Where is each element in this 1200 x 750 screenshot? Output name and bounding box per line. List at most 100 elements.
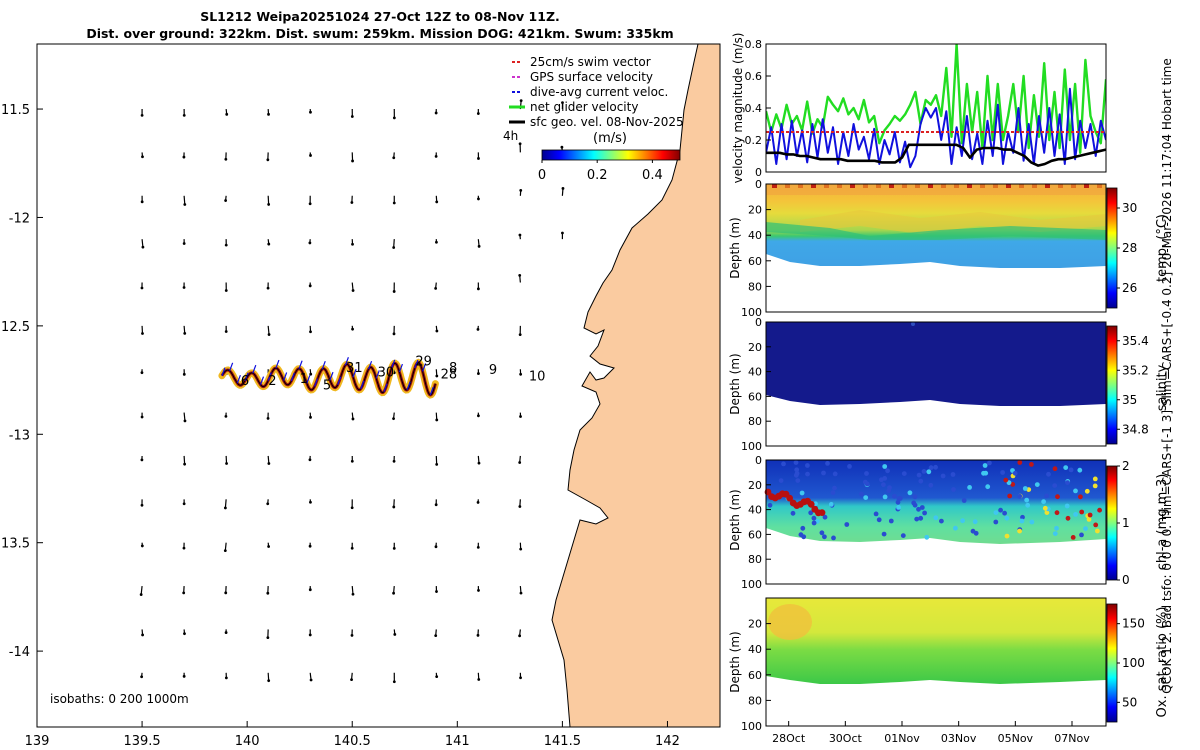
geo-arrow-head: [392, 116, 396, 120]
chl-dot: [794, 471, 800, 476]
geo-arrow-head: [561, 187, 565, 190]
geo-arrow-head: [392, 290, 396, 293]
geo-arrow-head: [434, 545, 438, 549]
geo-arrow-head: [224, 243, 228, 247]
map-y-tick-label: -13: [9, 428, 30, 443]
temp-surface-dot: [941, 184, 946, 188]
temperature-colorbar: [1106, 187, 1118, 309]
chl-dot: [795, 478, 801, 483]
chl-dot: [924, 534, 930, 540]
chl-dot: [882, 476, 888, 481]
day-label: 8: [449, 361, 457, 376]
chl-dot: [811, 520, 817, 526]
geo-arrow-head: [351, 159, 354, 163]
dive-vector: [259, 376, 265, 385]
map-x-tick-label: 139.5: [123, 734, 160, 749]
chl-dot: [922, 510, 927, 516]
geo-arrow-head: [435, 675, 439, 679]
chl-dot: [953, 525, 958, 531]
day-label: 1: [300, 372, 308, 387]
vel-y-tick-label: 0.4: [745, 102, 763, 115]
geo-arrow-head: [392, 680, 396, 684]
geo-arrow-head: [141, 245, 145, 249]
geo-arrow-head: [435, 329, 439, 333]
chl-dot: [1034, 482, 1040, 487]
depth-tick-label: 100: [741, 720, 762, 733]
colorbar-tick-label: 0.2: [587, 168, 608, 183]
geo-arrow-head: [182, 113, 186, 117]
chl-dot: [1012, 470, 1018, 476]
geo-arrow-head: [225, 462, 228, 465]
chl-dot: [1079, 532, 1084, 538]
geo-arrow-head: [308, 458, 312, 462]
chl-dot: [799, 490, 805, 496]
temp-surface-dot: [850, 184, 855, 188]
chl-dot: [887, 485, 892, 490]
chl-dot: [1029, 519, 1035, 525]
dive-vector: [321, 360, 326, 370]
chl-dot: [916, 506, 921, 512]
geo-arrow-head: [267, 203, 271, 206]
chl-dot: [830, 490, 836, 495]
dive-vector: [367, 360, 373, 370]
geo-arrow-head: [351, 592, 355, 596]
geo-arrow-head: [141, 155, 144, 159]
temp-surface-dot: [1097, 184, 1102, 188]
geo-arrow-head: [476, 633, 480, 637]
temp-surface-dot: [915, 184, 920, 188]
chl-high-dot: [818, 509, 826, 516]
dive-vector: [375, 370, 380, 379]
colorbar-tick-label: 0.4: [642, 168, 663, 183]
temp-surface-dot: [967, 184, 972, 188]
geo-arrow-head: [435, 374, 439, 378]
geo-arrow-head: [477, 589, 480, 592]
chl-dot: [794, 467, 800, 473]
chl-dot: [819, 530, 825, 536]
geo-arrow-head: [309, 678, 313, 682]
geo-arrow-head: [267, 545, 271, 548]
chl-dot: [832, 485, 837, 491]
legend-label: sfc geo. vel. 08-Nov-2025: [530, 115, 684, 129]
chl-dot: [982, 463, 988, 468]
chl-dot: [1025, 502, 1031, 508]
map-y-tick-label: 13.5: [1, 537, 30, 552]
chl-dot: [928, 465, 934, 471]
day-label: 29: [415, 355, 432, 370]
geo-arrow-head: [476, 545, 480, 549]
vel-y-tick-label: 0.8: [745, 38, 763, 51]
geo-arrow-head: [309, 415, 312, 419]
chl-dot: [881, 482, 886, 488]
chl-dot: [822, 514, 828, 520]
chl-dot: [885, 468, 890, 474]
chl-dot: [1017, 460, 1023, 465]
day-label: 30: [378, 365, 395, 380]
chl-dot: [1017, 528, 1022, 534]
geo-arrow-head: [224, 631, 228, 634]
chl-dot: [926, 469, 932, 475]
geo-arrow-head: [267, 679, 271, 683]
chl-dot: [1073, 512, 1078, 517]
temp-surface-dot: [837, 184, 842, 188]
geo-arrow-head: [182, 242, 186, 245]
geo-arrow-head: [183, 419, 187, 423]
chl-dot: [881, 531, 887, 537]
time-label: 4h: [503, 129, 518, 143]
legend-label: GPS surface velocity: [530, 70, 653, 84]
chl-dot: [892, 493, 897, 499]
geo-arrow-head: [224, 591, 228, 595]
depth-tick-label: 20: [748, 204, 762, 217]
chl-dot: [1007, 493, 1013, 499]
temp-surface-dot: [1019, 184, 1024, 188]
oxygen-section: 20 40 60 80 100 28Oct 30Oct 01Nov 03Nov 05Nov 07N…: [728, 597, 1170, 745]
geo-arrow-head: [182, 546, 186, 550]
geo-arrow-head: [140, 675, 144, 679]
geo-arrow-head: [224, 676, 228, 680]
map-x-tick-label: 142: [655, 734, 680, 749]
geo-arrow-head: [350, 201, 354, 204]
chl-dot: [993, 510, 999, 515]
temp-surface-dot: [1084, 184, 1089, 188]
dive-vector: [398, 363, 403, 373]
chl-dot: [921, 469, 927, 474]
geo-arrow-head: [519, 372, 523, 376]
cb-tick-label: 35: [1122, 393, 1137, 407]
